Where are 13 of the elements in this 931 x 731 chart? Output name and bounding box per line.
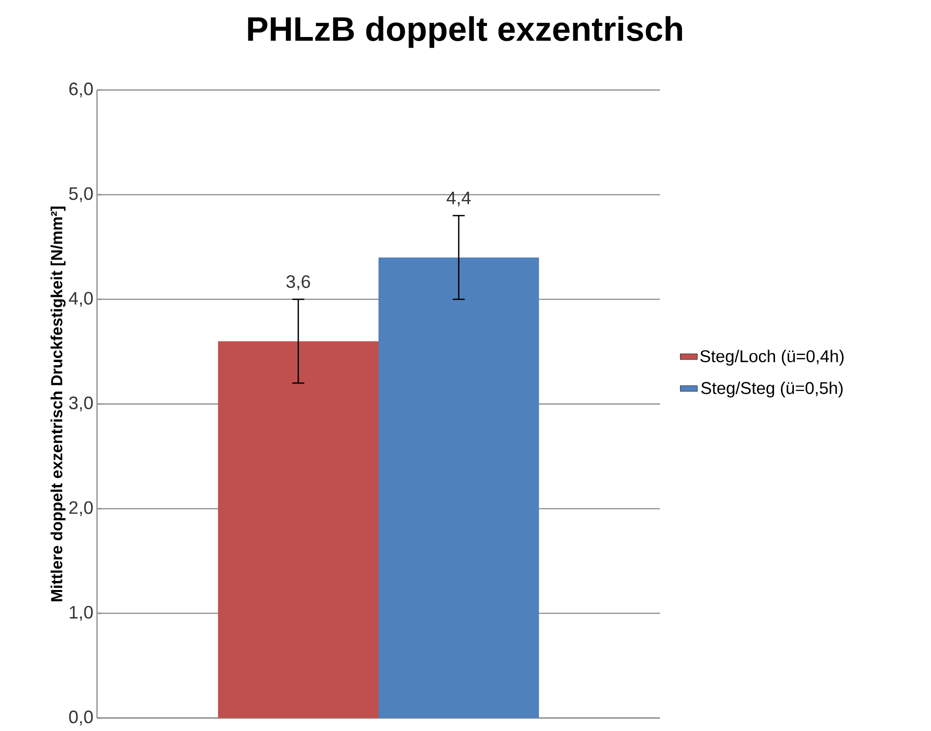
- y-axis-title: Mittlere doppelt exzentrisch Druckfestigkeit [N/mm²]: [50, 206, 66, 602]
- y-tick-label: 2,0: [69, 501, 93, 516]
- legend-label: Steg/Steg (ü=0,5h): [701, 382, 843, 398]
- y-tick-label: 5,0: [69, 187, 93, 202]
- legend-label: Steg/Loch (ü=0,4h): [700, 350, 844, 366]
- chart-title: PHLzB doppelt exzentrisch: [248, 16, 682, 48]
- y-tick-label: 1,0: [70, 606, 93, 621]
- data-label: 3,6: [286, 275, 310, 290]
- y-tick-label: 0,0: [69, 710, 93, 726]
- y-tick-label: 3,0: [69, 396, 93, 412]
- y-tick-label: 4,0: [68, 292, 93, 307]
- y-tick-label: 6,0: [69, 82, 93, 98]
- data-label: 4,4: [446, 192, 471, 206]
